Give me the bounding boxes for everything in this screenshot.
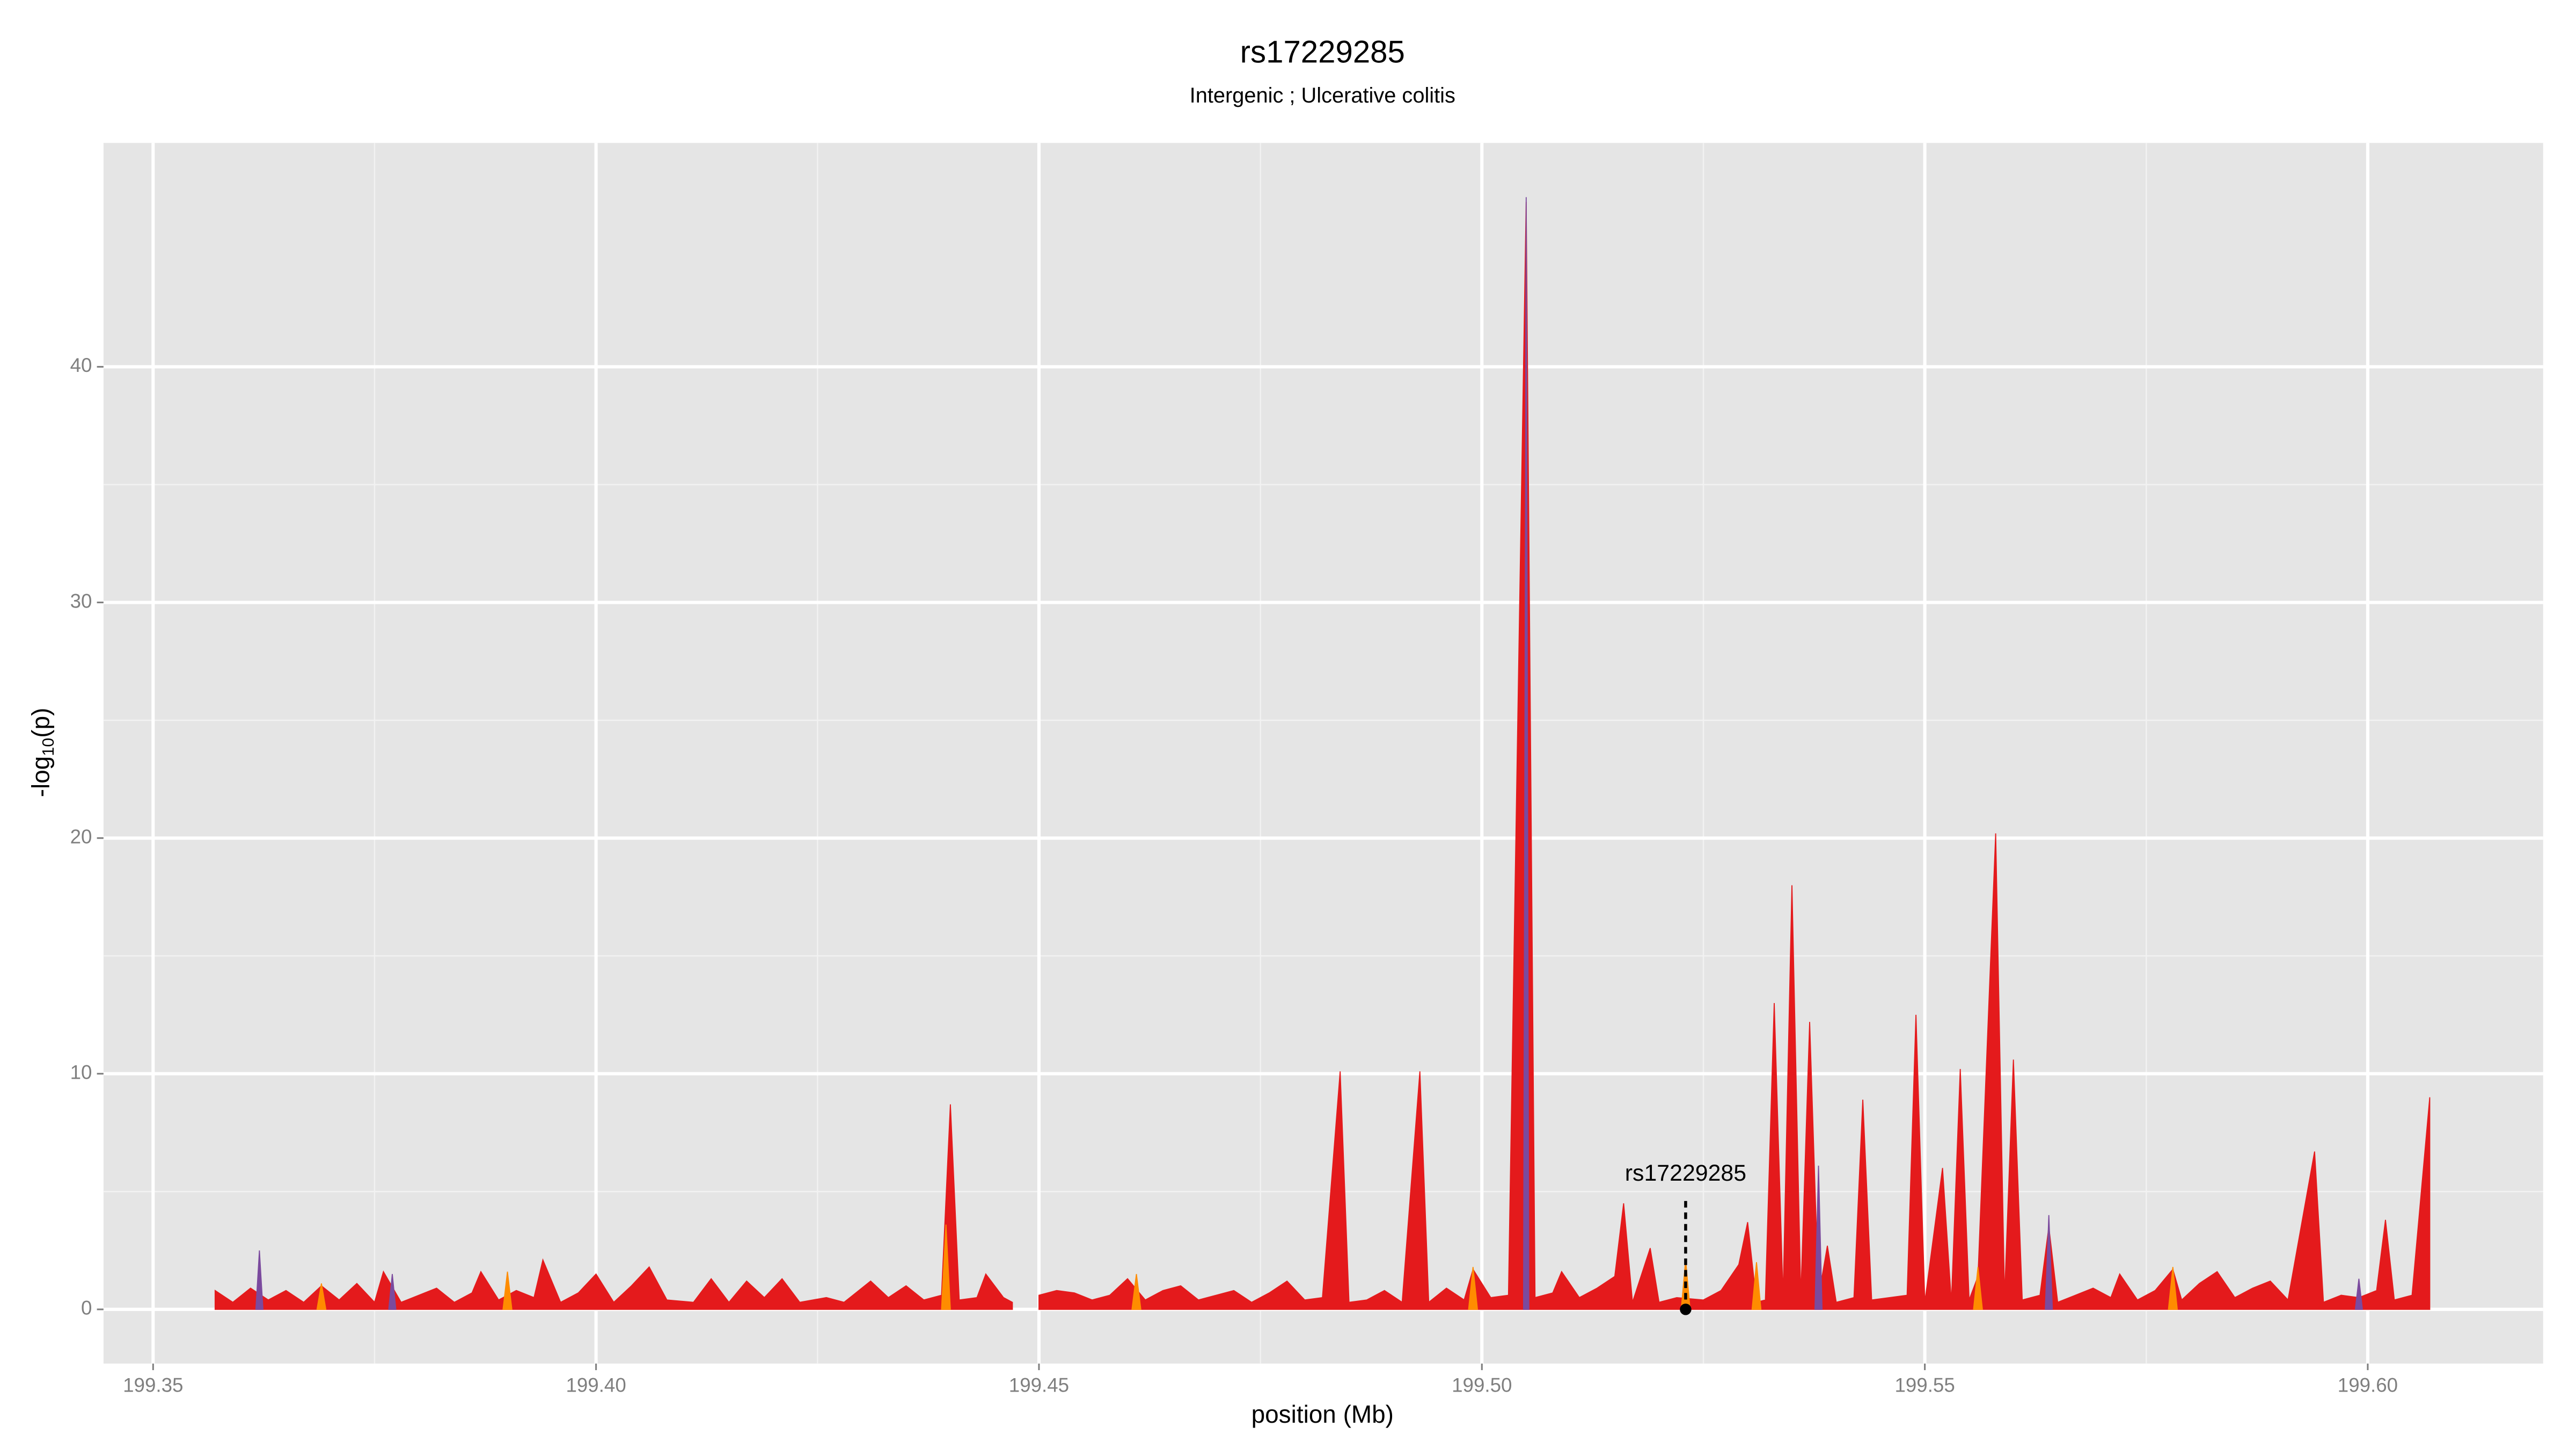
chart-subtitle: Intergenic ; Ulcerative colitis	[1190, 84, 1455, 107]
y-tick-label: 40	[70, 354, 92, 376]
annotation-point	[1680, 1304, 1692, 1315]
area	[316, 1224, 2178, 1310]
y-tick-label: 30	[70, 590, 92, 612]
y-tick-label: 20	[70, 825, 92, 847]
x-tick-label: 199.50	[1452, 1374, 1512, 1396]
y-tick-label: 10	[70, 1061, 92, 1083]
x-tick-label: 199.55	[1894, 1374, 1955, 1396]
axes: 199.35 199.40 199.45 199.50 199.55 199.60 0 10 2…	[70, 354, 2398, 1396]
x-tick-label: 199.60	[2338, 1374, 2398, 1396]
y-axis-label: -log10(p)	[27, 708, 57, 797]
annotation-label: rs17229285	[1625, 1160, 1746, 1186]
area	[214, 202, 2431, 1310]
y-label-suffix: (p)	[27, 708, 55, 738]
x-tick-label: 199.45	[1009, 1374, 1069, 1396]
plot-panel	[103, 143, 2543, 1364]
grid	[103, 143, 2543, 1364]
marks	[214, 197, 2431, 1310]
x-axis-label: position (Mb)	[1252, 1400, 1394, 1428]
y-label-sub: 10	[39, 738, 57, 756]
y-tick-label: 0	[81, 1297, 92, 1319]
y-label-text: -log	[27, 756, 55, 797]
x-tick-label: 199.35	[123, 1374, 183, 1396]
x-tick-label: 199.40	[566, 1374, 626, 1396]
chart-title: rs17229285	[1240, 34, 1405, 69]
area	[255, 197, 2363, 1310]
